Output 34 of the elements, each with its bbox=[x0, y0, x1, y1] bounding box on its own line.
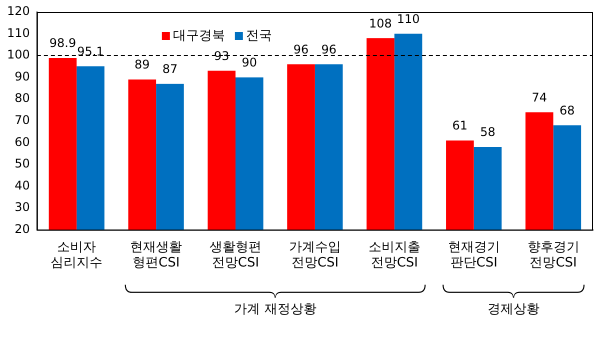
data-label: 89 bbox=[134, 58, 150, 72]
data-label: 96 bbox=[293, 42, 309, 56]
y-tick-label: 120 bbox=[7, 4, 30, 18]
legend-label: 대구경북 bbox=[172, 28, 225, 44]
data-label: 108 bbox=[369, 16, 392, 30]
y-tick-label: 30 bbox=[14, 200, 30, 214]
y-tick-label: 90 bbox=[14, 69, 30, 84]
y-tick-label: 70 bbox=[14, 113, 30, 128]
text: 가계 재정상황 bbox=[234, 300, 316, 318]
x-tick-label: 소비지출 전망CSI bbox=[368, 240, 420, 271]
data-label: 74 bbox=[532, 90, 548, 104]
y-tick-label: 20 bbox=[14, 222, 30, 236]
data-label: 98.9 bbox=[49, 36, 76, 50]
legend-label: 전국 bbox=[246, 28, 272, 44]
data-label: 90 bbox=[242, 55, 258, 70]
text: 경제상황 bbox=[488, 300, 540, 318]
y-tick-label: 40 bbox=[14, 178, 30, 192]
y-tick-label: 50 bbox=[14, 156, 30, 171]
data-label: 61 bbox=[452, 118, 468, 133]
x-tick-label: 현재생활 형편CSI bbox=[130, 240, 182, 271]
y-tick-label: 60 bbox=[14, 134, 30, 149]
data-label: 68 bbox=[560, 103, 575, 118]
y-tick-label: 80 bbox=[14, 91, 30, 106]
x-tick-label: 현재경기 판단CSI bbox=[448, 240, 500, 271]
x-tick-label: 소비자 심리지수 bbox=[50, 240, 103, 271]
data-label: 110 bbox=[396, 12, 420, 26]
y-tick-label: 100 bbox=[7, 48, 30, 62]
data-label: 58 bbox=[480, 125, 496, 140]
x-tick-label: 생활형편 전망CSI bbox=[210, 240, 262, 271]
y-tick-label: 110 bbox=[7, 26, 30, 40]
x-tick-label: 향후경기 전망CSI bbox=[527, 240, 580, 271]
x-tick-label: 가계수입 전망CSI bbox=[288, 240, 341, 271]
data-label: 96 bbox=[321, 42, 336, 56]
data-label: 87 bbox=[162, 62, 178, 76]
